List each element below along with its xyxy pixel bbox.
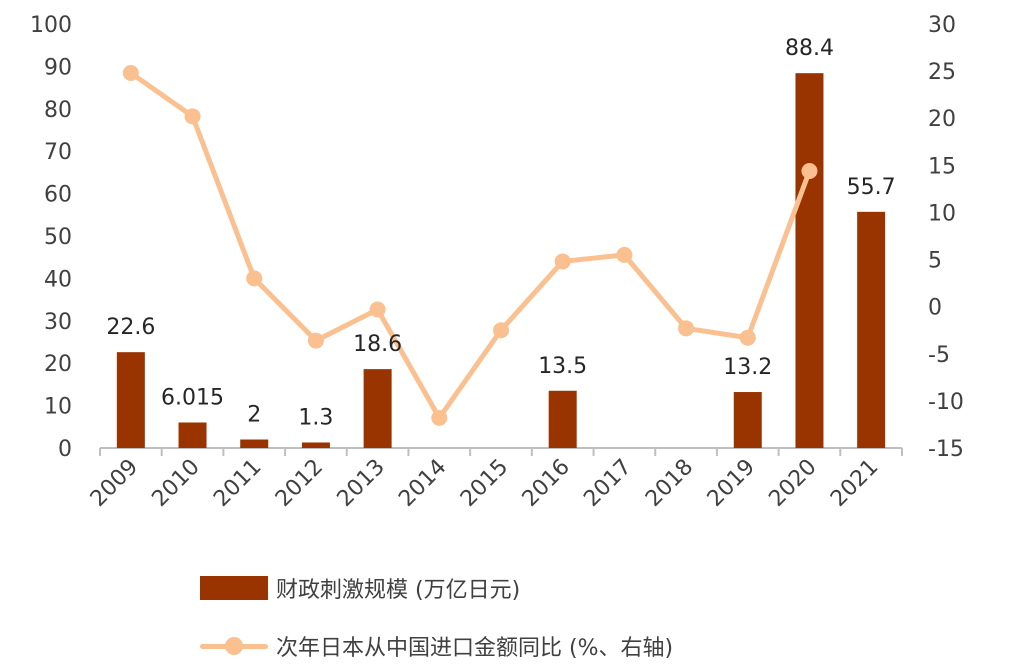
right-y-tick-label: 5	[928, 249, 942, 274]
axes	[99, 447, 903, 456]
bar-data-label: 55.7	[847, 175, 896, 200]
bar	[363, 369, 392, 448]
left-y-tick-label: 0	[58, 437, 72, 462]
left-y-tick-label: 20	[44, 352, 72, 377]
x-tick-label: 2015	[456, 455, 513, 512]
left-y-tick-label: 40	[44, 267, 72, 292]
bar	[548, 390, 577, 448]
bar	[178, 422, 207, 448]
right-y-tick-label: 15	[928, 154, 956, 179]
right-y-tick-label: 0	[928, 296, 942, 321]
left-y-tick-label: 60	[44, 183, 72, 208]
x-tick-label: 2014	[394, 455, 451, 512]
legend-line-label: 次年日本从中国进口金额同比 (%、右轴)	[276, 636, 674, 661]
right-y-tick-label: -15	[928, 437, 964, 462]
left-y-tick-label: 50	[44, 225, 72, 250]
line-series	[122, 64, 818, 426]
right-y-tick-label: 30	[928, 13, 956, 38]
bar	[116, 352, 145, 448]
legend-item-line: 次年日本从中国进口金额同比 (%、右轴)	[200, 630, 673, 662]
line-point	[246, 270, 263, 287]
bar	[795, 73, 824, 449]
bar-data-label: 18.6	[353, 332, 402, 357]
line-point	[431, 409, 448, 426]
x-tick-label: 2018	[641, 455, 698, 512]
bar	[301, 442, 330, 448]
tick-and-data-labels: 0102030405060708090100-15-10-50510152025…	[30, 13, 964, 512]
x-tick-label: 2010	[148, 455, 205, 512]
bar-data-label: 13.5	[538, 354, 587, 379]
right-y-tick-label: 10	[928, 201, 956, 226]
left-y-tick-label: 80	[44, 98, 72, 123]
right-y-tick-label: 25	[928, 60, 956, 85]
line-point	[184, 108, 201, 125]
combo-chart: 0102030405060708090100-15-10-50510152025…	[30, 13, 964, 512]
line-point	[307, 332, 324, 349]
x-tick-label: 2016	[518, 455, 575, 512]
x-tick-label: 2020	[764, 455, 821, 512]
legend-line-swatch	[200, 634, 268, 658]
bar	[240, 439, 269, 448]
x-tick-label: 2019	[703, 455, 760, 512]
left-y-tick-label: 90	[44, 55, 72, 80]
left-y-tick-label: 30	[44, 310, 72, 335]
left-y-tick-label: 100	[30, 13, 72, 38]
bar	[857, 211, 886, 448]
line-point	[739, 329, 756, 346]
x-tick-label: 2009	[86, 455, 143, 512]
x-tick-label: 2011	[209, 455, 266, 512]
bar-data-label: 2	[247, 403, 261, 428]
legend-bar-label: 财政刺激规模 (万亿日元)	[276, 578, 521, 603]
right-y-tick-label: 20	[928, 107, 956, 132]
bar	[733, 392, 762, 448]
x-tick-label: 2017	[579, 455, 636, 512]
left-y-tick-label: 70	[44, 140, 72, 165]
line-path	[128, 70, 812, 421]
line-point	[678, 320, 695, 337]
line-point	[493, 322, 509, 339]
line-point	[122, 64, 139, 81]
legend-item-bar: 财政刺激规模 (万亿日元)	[200, 572, 520, 604]
x-tick-label: 2012	[271, 455, 328, 512]
x-tick-label: 2013	[333, 455, 390, 512]
bar-data-label: 1.3	[298, 405, 333, 430]
legend-bar-swatch	[200, 576, 268, 600]
bar-data-label: 6.015	[161, 385, 224, 410]
bar-data-label: 13.2	[723, 355, 772, 380]
bar-data-label: 22.6	[106, 315, 155, 340]
line-point	[616, 246, 633, 263]
right-y-tick-label: -10	[928, 390, 964, 415]
x-tick-label: 2021	[826, 455, 883, 512]
line-point	[554, 253, 571, 270]
line-point	[369, 301, 386, 318]
line-point	[801, 162, 818, 179]
right-y-tick-label: -5	[928, 343, 950, 368]
bar-series	[116, 73, 886, 449]
left-y-tick-label: 10	[44, 395, 72, 420]
bar-data-label: 88.4	[785, 36, 834, 61]
